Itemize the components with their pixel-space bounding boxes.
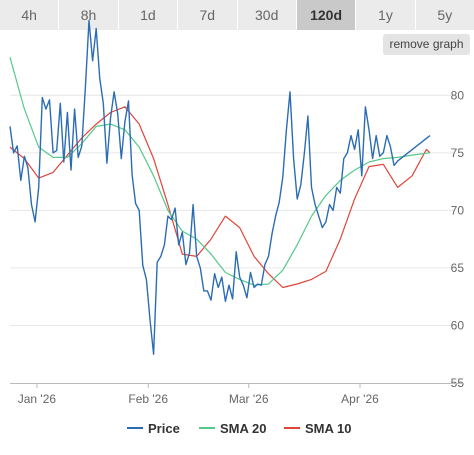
chart-series bbox=[9, 19, 431, 355]
tab-30d[interactable]: 30d bbox=[237, 0, 297, 30]
legend-label: Price bbox=[148, 421, 180, 436]
y-tick-label: 60 bbox=[451, 318, 465, 332]
y-tick-label: 65 bbox=[451, 261, 465, 275]
legend-item-sma-10[interactable]: SMA 10 bbox=[284, 421, 351, 436]
x-tick-label: Jan '26 bbox=[18, 392, 57, 406]
x-tick-label: Mar '26 bbox=[229, 392, 269, 406]
legend-label: SMA 10 bbox=[305, 421, 351, 436]
series-line-sma-20 bbox=[9, 57, 431, 286]
x-axis: Jan '26 Feb '26 Mar '26 Apr '26 bbox=[10, 383, 464, 406]
tab-7d[interactable]: 7d bbox=[178, 0, 238, 30]
remove-graph-button[interactable]: remove graph bbox=[383, 34, 470, 55]
legend-item-price[interactable]: Price bbox=[127, 421, 180, 436]
tab-120d[interactable]: 120d bbox=[296, 0, 357, 30]
y-tick-label: 70 bbox=[451, 203, 465, 217]
y-tick-label: 75 bbox=[451, 146, 465, 160]
chart-legend[interactable]: Price SMA 20 SMA 10 bbox=[127, 421, 351, 436]
tab-5y[interactable]: 5y bbox=[415, 0, 474, 30]
tab-4h[interactable]: 4h bbox=[0, 0, 60, 30]
legend-item-sma-20[interactable]: SMA 20 bbox=[199, 421, 266, 436]
chart-grid bbox=[10, 94, 455, 326]
x-tick-label: Apr '26 bbox=[341, 392, 379, 406]
x-tick-label: Feb '26 bbox=[128, 392, 168, 406]
tab-1d[interactable]: 1d bbox=[118, 0, 179, 30]
legend-label: SMA 20 bbox=[220, 421, 266, 436]
y-tick-label: 80 bbox=[451, 88, 465, 102]
time-range-tabs: 4h 8h 1d 7d 30d 120d 1y 5y bbox=[0, 0, 474, 30]
series-line-price bbox=[9, 19, 431, 355]
tab-1y[interactable]: 1y bbox=[356, 0, 416, 30]
